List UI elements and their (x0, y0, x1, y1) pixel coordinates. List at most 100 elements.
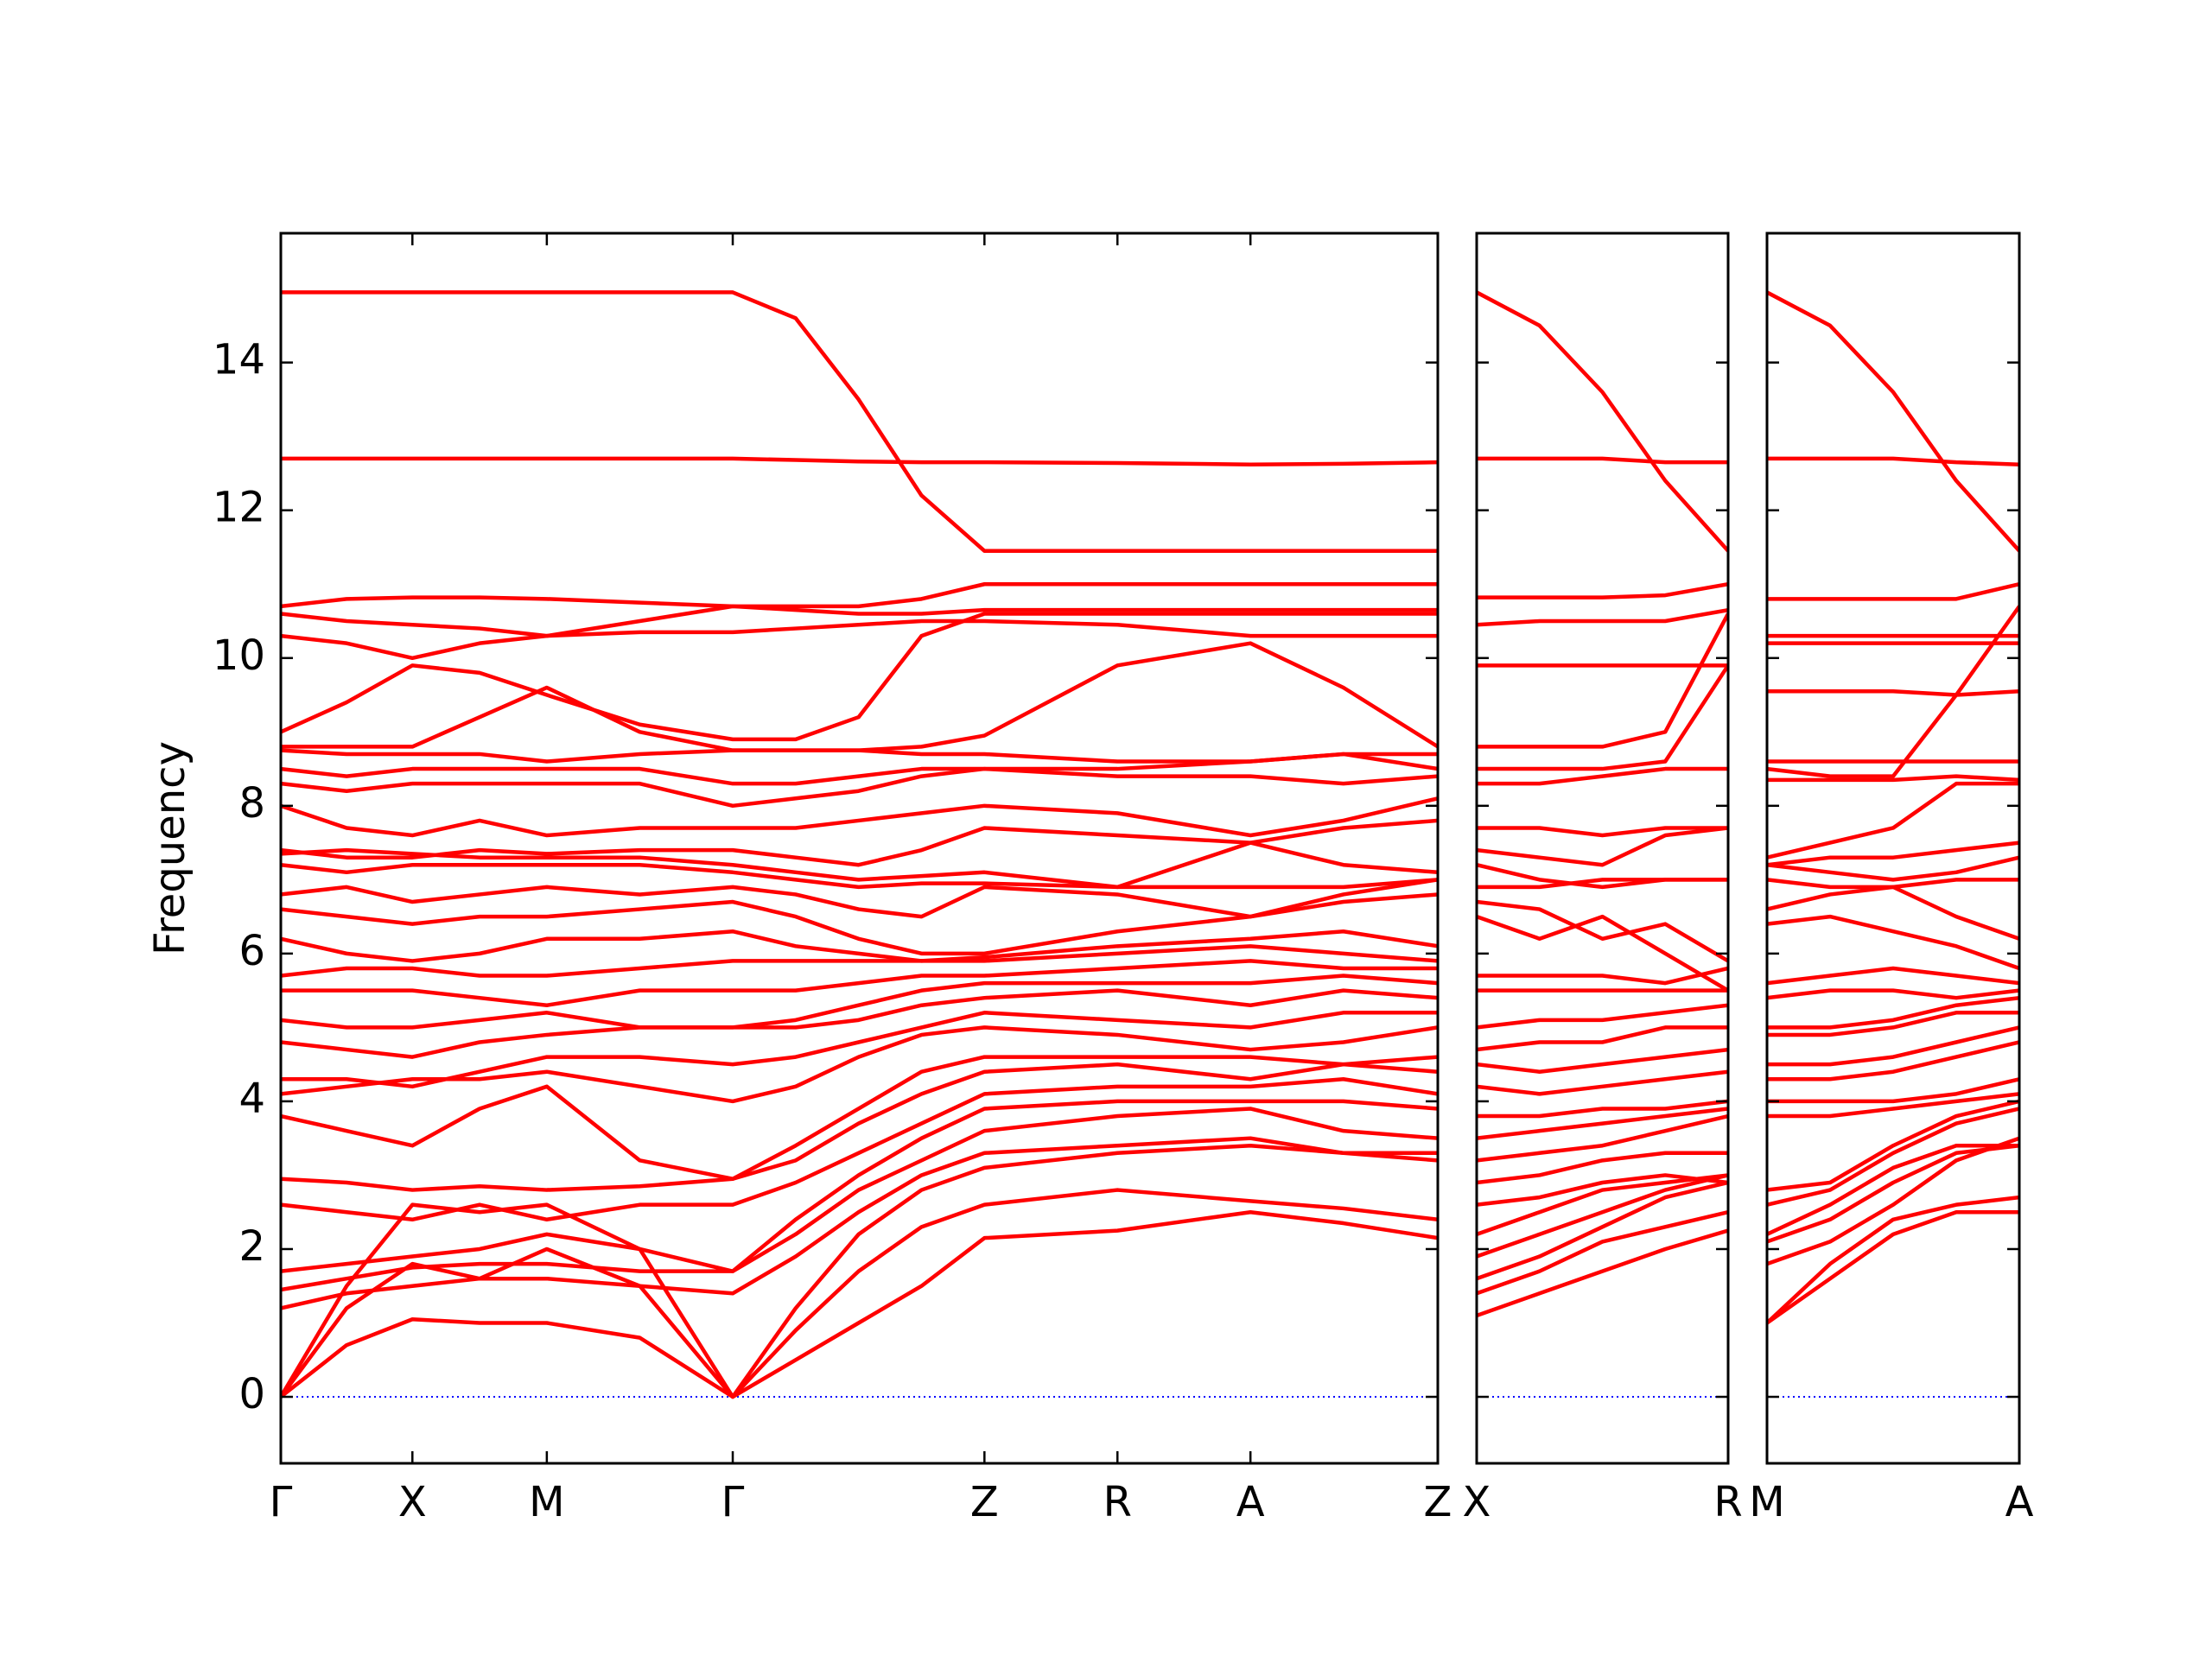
band-line (1477, 1113, 1728, 1163)
band-line (1477, 1069, 1728, 1096)
band-line (281, 1136, 1438, 1310)
y-axis-label: Frequency (146, 741, 194, 955)
band-line (281, 1107, 1438, 1292)
band-line (281, 1011, 1438, 1089)
band-line (1767, 914, 2019, 971)
band-line (1767, 885, 2019, 941)
band-line (1477, 766, 1728, 786)
band-line (1767, 781, 2019, 860)
band-line (1767, 1107, 2019, 1207)
band-line (1477, 664, 1728, 771)
band-line (1477, 1180, 1728, 1281)
band-line (1767, 689, 2019, 778)
band-line (281, 1099, 1438, 1273)
band-line (1767, 774, 2019, 783)
band-line (1767, 1195, 2019, 1325)
band-line (1477, 863, 1728, 890)
band-line (281, 1077, 1438, 1222)
x-tick-label: Z (970, 1478, 999, 1526)
x-tick-label: A (2005, 1478, 2034, 1526)
band-line (1477, 1107, 1728, 1140)
band-line (281, 748, 1438, 764)
band-line (1477, 290, 1728, 553)
band-line (1767, 1209, 2019, 1325)
band-line (1477, 582, 1728, 599)
band-line (1767, 1011, 2019, 1037)
band-line (281, 618, 1438, 661)
band-line (1767, 1144, 2019, 1244)
band-line (1477, 1025, 1728, 1052)
y-tick-label: 10 (213, 631, 265, 680)
x-tick-label: R (1103, 1478, 1132, 1526)
band-line (281, 641, 1438, 752)
y-tick-label: 2 (238, 1222, 265, 1271)
band-line (1477, 1099, 1728, 1119)
band-line (281, 456, 1438, 466)
band-line (281, 988, 1438, 1059)
band-line (1767, 1025, 2019, 1067)
band-line (281, 974, 1438, 1030)
y-tick-label: 14 (213, 336, 265, 384)
y-tick-label: 12 (213, 484, 265, 532)
x-tick-label: X (1463, 1478, 1491, 1526)
band-line (281, 878, 1438, 919)
band-line (1767, 1077, 2019, 1104)
y-tick-label: 6 (238, 927, 265, 975)
band-line (281, 944, 1438, 978)
band-line (1767, 1040, 2019, 1082)
band-line (281, 796, 1438, 838)
band-line (1477, 1173, 1728, 1236)
plot-area (281, 290, 1438, 1399)
band-line (281, 766, 1438, 809)
band-line (281, 290, 1438, 554)
x-tick-label: Γ (721, 1478, 745, 1526)
plot-area (1477, 290, 1728, 1399)
band-line (281, 604, 1438, 638)
band-line (1477, 1047, 1728, 1074)
band-line (1477, 826, 1728, 867)
plot-area (1767, 290, 2019, 1399)
axes-frame (1475, 232, 1730, 1465)
band-line (1477, 456, 1728, 465)
band-line (1477, 878, 1728, 890)
band-line (281, 841, 1438, 890)
x-tick-label: R (1713, 1478, 1742, 1526)
band-line (281, 582, 1438, 609)
band-line (281, 752, 1438, 786)
y-tick-label: 4 (238, 1075, 265, 1123)
band-line (1477, 1228, 1728, 1318)
band-line (1477, 612, 1728, 749)
band-line (1477, 1173, 1728, 1259)
band-line (281, 1025, 1438, 1104)
band-line (281, 959, 1438, 1007)
x-tick-label: M (1749, 1478, 1784, 1526)
band-line (281, 1188, 1438, 1399)
band-line (281, 892, 1438, 956)
band-line (1767, 1143, 2019, 1236)
band-line (1767, 841, 2019, 867)
band-line (1767, 966, 2019, 986)
band-line (281, 929, 1438, 963)
band-line (1767, 1099, 2019, 1192)
band-line (1767, 988, 2019, 1000)
band-line (281, 862, 1438, 890)
band-line (1767, 605, 2019, 697)
band-line (281, 612, 1438, 742)
band-line (1767, 456, 2019, 466)
axes-frame (1765, 232, 2021, 1465)
band-line (1767, 1092, 2019, 1119)
band-line (1767, 855, 2019, 882)
band-line (1477, 826, 1728, 838)
y-tick-label: 8 (238, 779, 265, 828)
band-line (1477, 1173, 1728, 1207)
x-tick-label: Z (1424, 1478, 1452, 1526)
x-tick-label: Γ (270, 1478, 293, 1526)
band-line (1767, 1136, 2019, 1266)
band-line (281, 1143, 1438, 1399)
x-tick-label: A (1236, 1478, 1265, 1526)
band-line (1767, 290, 2019, 553)
band-line (1477, 899, 1728, 963)
band-line (1767, 582, 2019, 601)
